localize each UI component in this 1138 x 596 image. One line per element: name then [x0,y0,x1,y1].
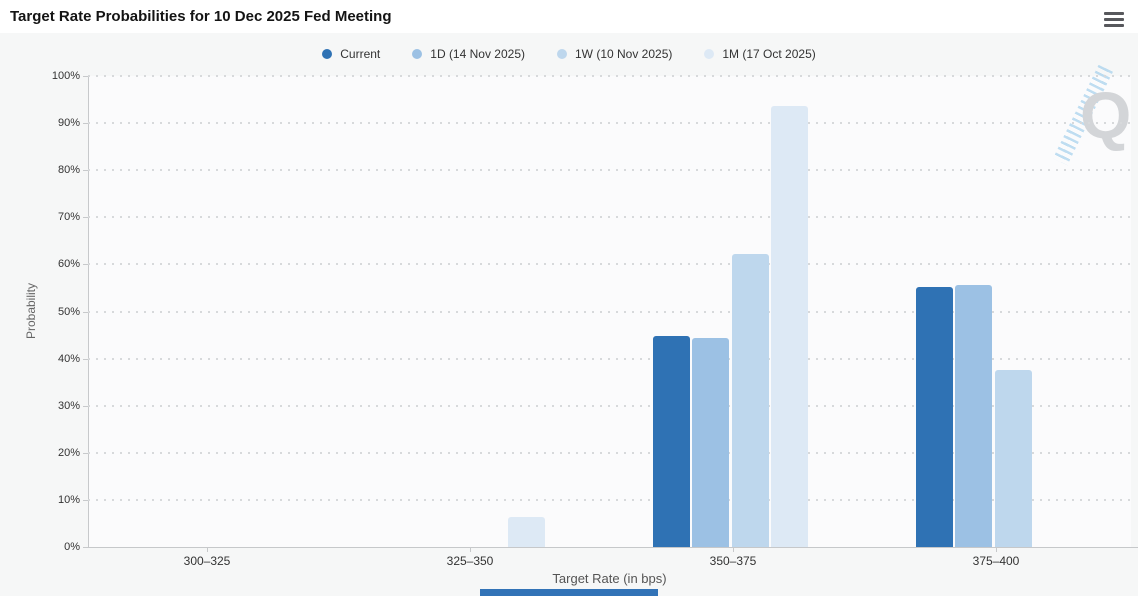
legend-dot-current [322,49,333,59]
x-tick-label-300-325: 300–325 [183,554,231,568]
legend-dot-1d-14-nov-2025 [412,49,423,59]
bar-current-375-400 [915,287,953,547]
chart-context-menu-button[interactable] [1104,11,1126,29]
y-tick-label-0: 0% [64,541,80,553]
legend-label-1w-10-nov-2025: 1W (10 Nov 2025) [574,47,673,61]
y-tick-0 [83,547,88,548]
gridline-80 [88,169,1131,172]
y-tick-label-10: 10% [57,493,80,506]
x-tick-label-350-375: 350–375 [709,554,757,568]
gridline-50 [88,310,1131,313]
y-tick-40 [83,358,88,360]
bar-1w-10-nov-2025-350-375 [731,254,769,547]
bar-1m-17-oct-2025-350-375 [771,105,808,547]
legend-label-1d-14-nov-2025: 1D (14 Nov 2025) [430,47,525,61]
y-tick-label-70: 70% [57,211,80,224]
legend-item-current[interactable]: Current [322,47,380,61]
y-tick-30 [83,405,88,407]
bar-1d-14-nov-2025-350-375 [692,338,729,547]
gridline-30 [88,404,1131,407]
x-tick-325-350 [470,547,471,552]
y-tick-20 [83,452,88,454]
gridline-90 [88,122,1131,125]
x-axis-title: Target Rate (in bps) [552,571,667,586]
legend-dot-1m-17-oct-2025 [704,49,715,59]
legend-item-1w-10-nov-2025[interactable]: 1W (10 Nov 2025) [556,47,673,61]
x-axis-baseline [88,547,1138,548]
x-tick-label-325-350: 325–350 [446,554,494,568]
bar-1m-17-oct-2025-325-350 [508,517,545,547]
gridline-60 [88,263,1131,266]
chart-legend: Current 1D (14 Nov 2025) 1W (10 Nov 2025) 1… [0,47,1138,61]
y-tick-80 [83,170,88,172]
y-tick-label-30: 30% [57,399,80,412]
y-tick-label-50: 50% [57,305,80,318]
y-tick-label-20: 20% [57,446,80,459]
chart-title: Target Rate Probabilities for 10 Dec 202… [10,8,392,25]
y-tick-60 [83,264,88,266]
x-tick-label-375-400: 375–400 [972,554,1020,568]
bar-1d-14-nov-2025-375-400 [955,285,992,547]
y-tick-label-100: 100% [51,70,80,82]
x-tick-300-325 [207,547,208,552]
bar-1w-10-nov-2025-375-400 [994,369,1032,547]
gridline-20 [88,451,1131,454]
y-tick-label-40: 40% [57,352,80,365]
legend-item-1d-14-nov-2025[interactable]: 1D (14 Nov 2025) [412,47,525,61]
x-tick-350-375 [733,547,734,552]
title-bar: Target Rate Probabilities for 10 Dec 202… [0,0,1138,33]
bottom-partial-element [480,589,658,596]
y-tick-50 [83,311,88,313]
bar-current-350-375 [652,336,690,547]
y-tick-90 [83,123,88,125]
y-tick-label-80: 80% [57,164,80,177]
legend-dot-1w-10-nov-2025 [556,49,567,59]
y-tick-10 [83,499,88,501]
legend-item-1m-17-oct-2025[interactable]: 1M (17 Oct 2025) [704,47,816,61]
hamburger-icon [1104,11,1126,27]
y-tick-70 [83,217,88,219]
legend-label-1m-17-oct-2025: 1M (17 Oct 2025) [722,47,816,61]
y-tick-label-90: 90% [57,117,80,130]
legend-label-current: Current [340,47,381,61]
gridline-70 [88,216,1131,219]
y-tick-100 [83,76,88,77]
y-tick-label-60: 60% [57,258,80,271]
x-tick-375-400 [996,547,997,552]
gridline-40 [88,357,1131,360]
gridline-100 [88,75,1131,77]
gridline-10 [88,498,1131,501]
